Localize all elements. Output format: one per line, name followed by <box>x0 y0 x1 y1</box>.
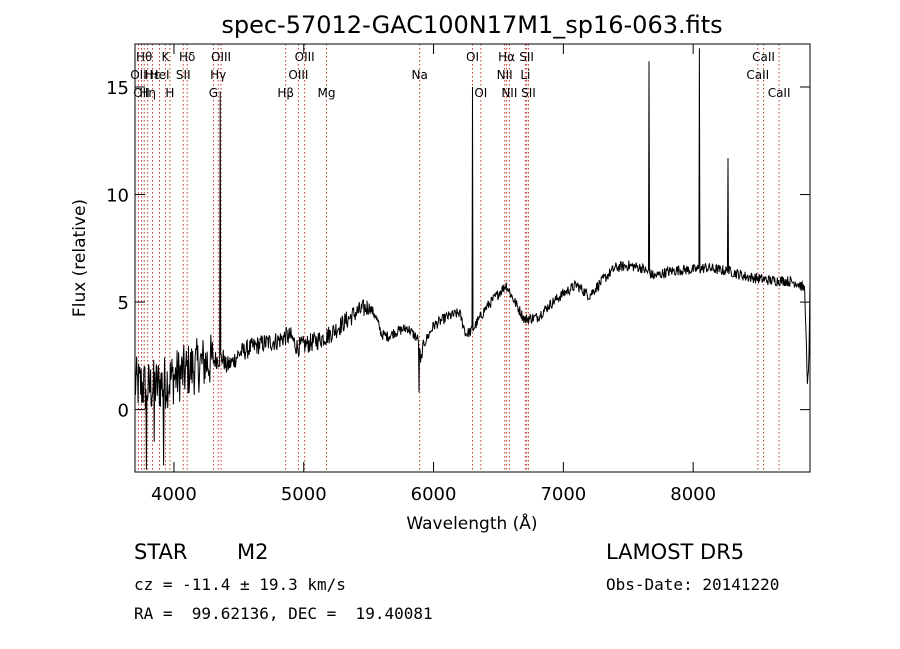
x-axis-ticks: 4000 5000 6000 7000 8000 <box>151 44 716 505</box>
x-axis-label: Wavelength (Å) <box>406 512 537 534</box>
reference-label-25: SII <box>521 86 536 100</box>
reference-label-28: CaII <box>768 86 791 100</box>
reference-label-6: K <box>161 50 170 64</box>
x-tick-label-0: 4000 <box>151 484 197 505</box>
reference-label-19: OI <box>474 86 487 100</box>
object-class: STAR <box>134 540 188 564</box>
y-axis-ticks: 0 5 10 15 <box>106 78 810 422</box>
reference-label-3: Hη <box>139 86 156 100</box>
chart-title: spec-57012-GAC100N17M1_sp16-063.fits <box>221 11 722 39</box>
reference-line-labels: OIIOIIHθHηHεHeIKHSIIHδGHγOIIIHβOIIIOIIIM… <box>130 50 790 100</box>
redshift-cz: cz = -11.4 ± 19.3 km/s <box>134 575 346 594</box>
x-tick-label-1: 5000 <box>281 484 327 505</box>
observation-date: Obs-Date: 20141220 <box>606 575 780 594</box>
reference-label-18: OI <box>466 50 479 64</box>
reference-label-12: OIII <box>211 50 231 64</box>
reference-label-17: Na <box>411 68 427 82</box>
x-tick-label-4: 8000 <box>670 484 716 505</box>
reference-label-21: Hα <box>498 50 515 64</box>
reference-label-8: SII <box>176 68 191 82</box>
y-tick-label-0: 0 <box>118 401 129 422</box>
y-tick-label-3: 15 <box>106 78 129 99</box>
spectrum-line <box>134 48 811 470</box>
reference-label-2: Hθ <box>136 50 152 64</box>
survey-name: LAMOST DR5 <box>606 540 745 564</box>
y-tick-label-1: 5 <box>118 293 129 314</box>
reference-label-11: Hγ <box>210 68 226 82</box>
reference-label-26: CaII <box>746 68 769 82</box>
x-tick-label-3: 7000 <box>540 484 586 505</box>
reference-label-9: Hδ <box>179 50 195 64</box>
reference-label-7: H <box>165 86 174 100</box>
reference-label-4: Hε <box>145 68 161 82</box>
reference-label-13: Hβ <box>277 86 294 100</box>
reference-label-0: OII <box>130 68 147 82</box>
reference-label-22: NII <box>501 86 517 100</box>
reference-label-14: OIII <box>288 68 308 82</box>
plot-frame <box>134 43 811 473</box>
reference-label-20: NII <box>497 68 513 82</box>
reference-label-24: SII <box>519 50 534 64</box>
y-tick-label-2: 10 <box>106 186 129 207</box>
reference-label-15: OIII <box>295 50 315 64</box>
y-axis-label: Flux (relative) <box>70 199 90 317</box>
reference-label-27: CaII <box>752 50 775 64</box>
reference-label-10: G <box>209 86 218 100</box>
reference-label-16: Mg <box>317 86 335 100</box>
x-tick-label-2: 6000 <box>411 484 457 505</box>
reference-label-5: HeI <box>150 68 170 82</box>
reference-lines <box>138 44 780 472</box>
coordinates: RA = 99.62136, DEC = 19.40081 <box>134 604 433 623</box>
object-subclass: M2 <box>237 540 269 564</box>
reference-label-1: OII <box>133 86 150 100</box>
reference-label-23: Li <box>520 68 530 82</box>
